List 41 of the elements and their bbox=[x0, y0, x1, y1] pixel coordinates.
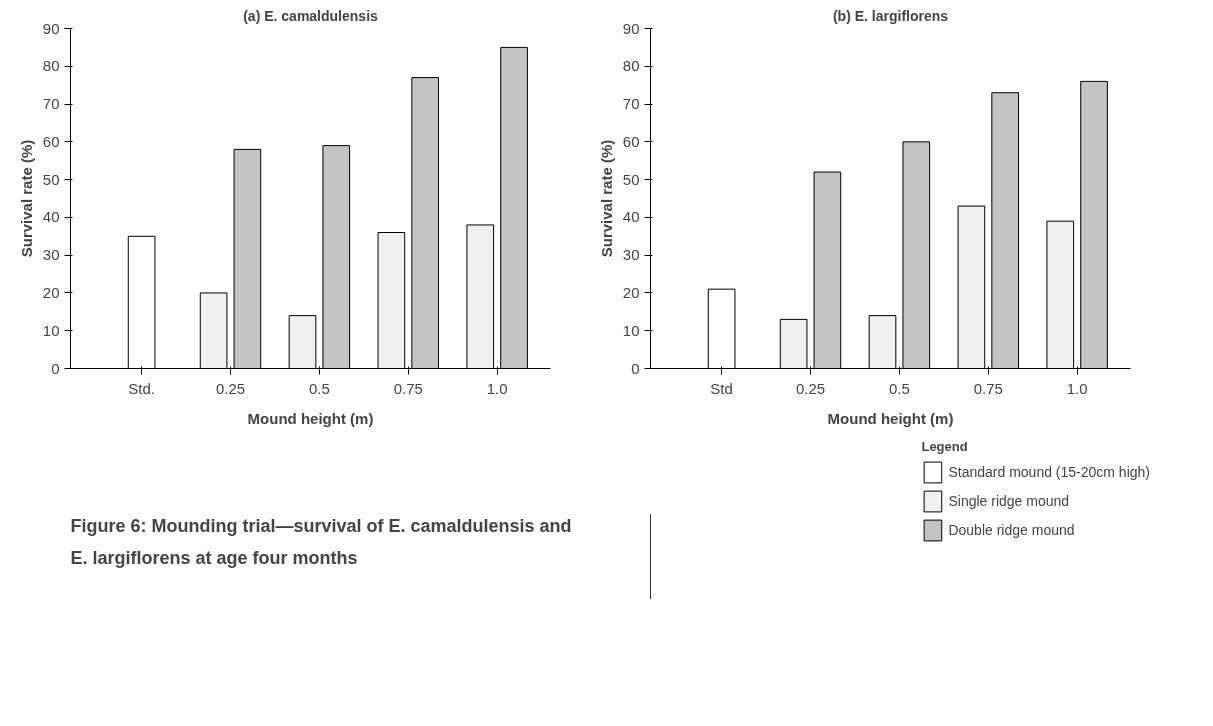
x-tick-label: 0.25 bbox=[215, 379, 246, 397]
y-tick-label: 10 bbox=[622, 321, 640, 339]
y-tick-label: 40 bbox=[42, 208, 60, 226]
legend-label: Standard mound (15-20cm high) bbox=[948, 464, 1150, 480]
y-tick-label: 0 bbox=[631, 359, 640, 377]
x-tick-label: 1.0 bbox=[486, 379, 508, 397]
x-axis-title: Mound height (m) bbox=[247, 409, 374, 427]
x-tick-label: 0.5 bbox=[308, 379, 330, 397]
y-tick-label: 90 bbox=[622, 19, 640, 37]
x-tick-label: Std. bbox=[128, 379, 155, 397]
y-tick-label: 80 bbox=[42, 57, 60, 75]
y-tick-label: 0 bbox=[51, 359, 60, 377]
x-tick-label: Std bbox=[710, 379, 733, 397]
x-tick-label: 0.5 bbox=[888, 379, 910, 397]
y-tick-label: 50 bbox=[42, 170, 60, 188]
y-tick-label: 20 bbox=[42, 283, 60, 301]
y-tick-label: 30 bbox=[622, 246, 640, 264]
legend-label: Double ridge mound bbox=[948, 522, 1075, 538]
x-tick-label: 0.75 bbox=[973, 379, 1003, 397]
legend-label: Single ridge mound bbox=[948, 493, 1070, 509]
x-axis-title: Mound height (m) bbox=[827, 409, 954, 427]
y-tick-label: 60 bbox=[42, 132, 60, 150]
y-tick-label: 40 bbox=[622, 208, 640, 226]
y-tick-label: 20 bbox=[622, 283, 640, 301]
y-tick-label: 80 bbox=[622, 57, 640, 75]
y-tick-label: 50 bbox=[622, 170, 640, 188]
caption: Figure 6: Mounding trial—survival of E. camaldulensis and E. largiflorens at age four months bbox=[70, 515, 572, 568]
x-tick-label: 0.75 bbox=[393, 379, 423, 397]
y-tick-label: 30 bbox=[42, 246, 60, 264]
chart-title: (b) E. largiflorens bbox=[832, 7, 949, 24]
y-tick-label: 70 bbox=[42, 95, 60, 113]
y-tick-label: 60 bbox=[622, 132, 640, 150]
y-tick-label: 70 bbox=[622, 95, 640, 113]
x-tick-label: 1.0 bbox=[1066, 379, 1088, 397]
y-tick-label: 10 bbox=[42, 321, 60, 339]
x-tick-label: 0.25 bbox=[795, 379, 826, 397]
y-axis-title: Survival rate (%) bbox=[597, 139, 615, 258]
y-axis-title: Survival rate (%) bbox=[17, 139, 35, 258]
legend-title: Legend bbox=[921, 439, 969, 454]
y-tick-label: 90 bbox=[42, 19, 60, 37]
chart-title: (a) E. camaldulensis bbox=[243, 7, 379, 24]
